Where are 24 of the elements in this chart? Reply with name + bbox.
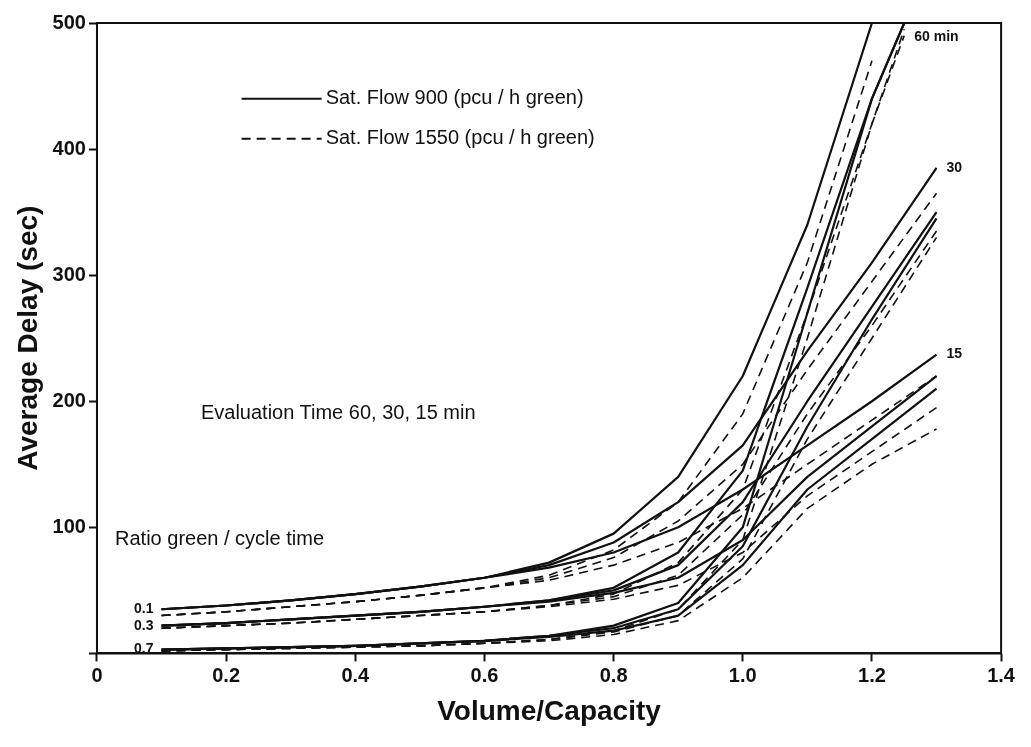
y-tick-label: 100 <box>52 514 86 537</box>
annotation: Ratio green / cycle time <box>115 527 325 550</box>
y-tick-label: 300 <box>52 262 86 285</box>
x-tick-label: 0.2 <box>212 663 241 686</box>
y-tick-label: 200 <box>52 388 86 411</box>
x-tick-label: 1.4 <box>987 663 1016 686</box>
annotation: 0.3 <box>134 616 154 633</box>
annotation: 60 min <box>914 27 959 44</box>
annotation: 0.1 <box>134 600 154 617</box>
x-tick-label: 0.8 <box>599 663 628 686</box>
legend-label: Sat. Flow 900 (pcu / h green) <box>325 86 584 109</box>
annotation: 15 <box>946 345 963 362</box>
x-tick-label: 1.0 <box>728 663 757 686</box>
legend-label: Sat. Flow 1550 (pcu / h green) <box>325 126 595 149</box>
y-tick-label: 500 <box>52 10 86 33</box>
x-axis-title: Volume/Capacity <box>437 694 662 726</box>
x-tick-label: 1.2 <box>858 663 886 686</box>
y-tick-label: 400 <box>52 136 86 159</box>
x-tick-label: 0.6 <box>470 663 499 686</box>
annotation: Evaluation Time 60, 30, 15 min <box>200 401 476 424</box>
annotation: 30 <box>946 158 963 175</box>
x-tick-label: 0 <box>91 663 103 686</box>
x-tick-label: 0.4 <box>341 663 371 686</box>
y-axis-title: Average Delay (sec) <box>11 205 43 471</box>
